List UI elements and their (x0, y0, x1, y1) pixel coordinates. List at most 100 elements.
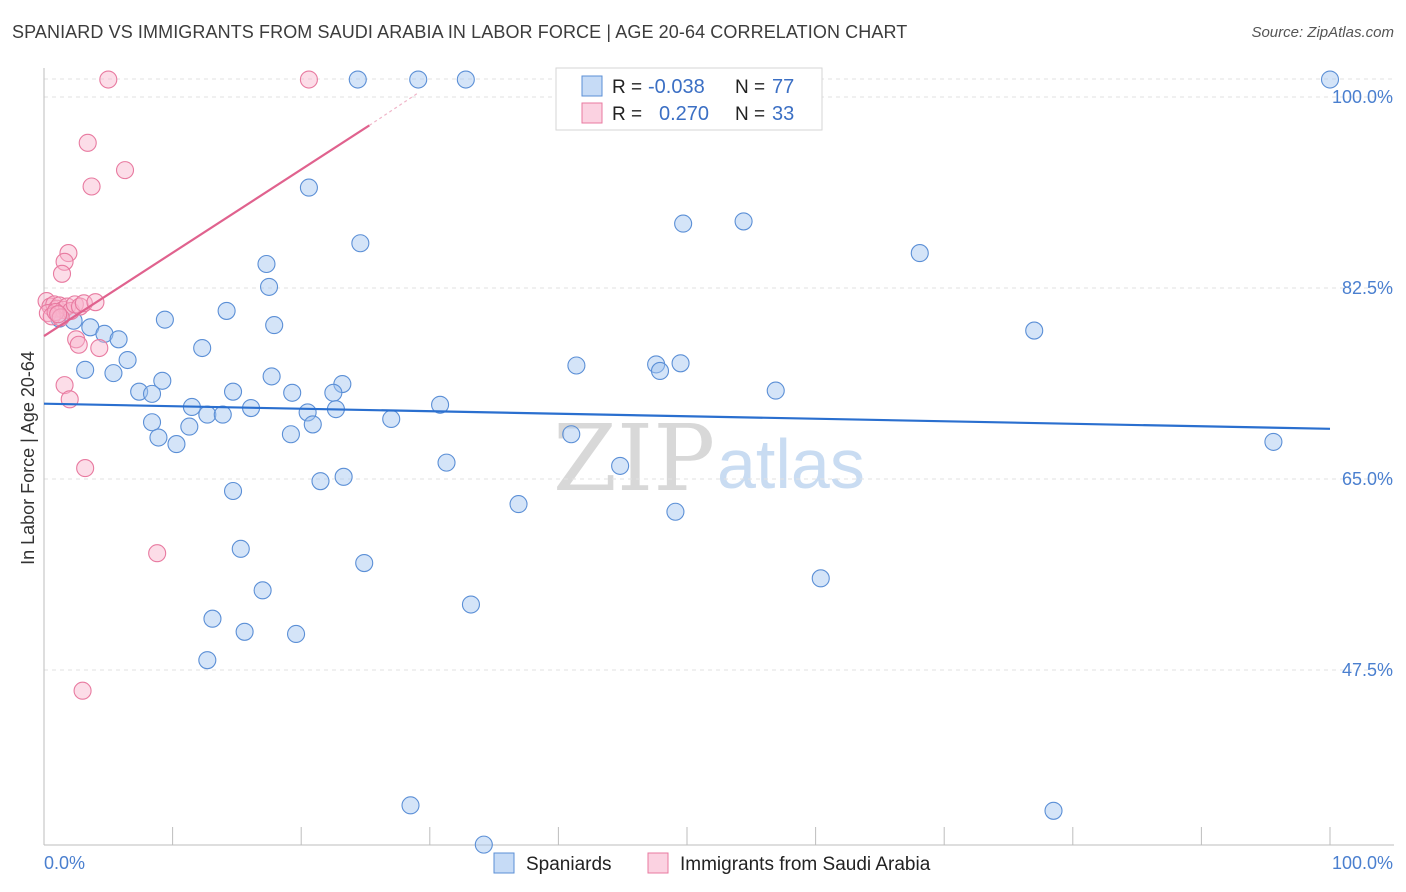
scatter-point (193, 338, 212, 358)
source-label: Source: ZipAtlas.com (1251, 24, 1394, 41)
scatter-point (287, 624, 306, 644)
scatter-point (562, 425, 581, 444)
x-tick-label-min: 0.0% (44, 853, 85, 873)
scatter-point (257, 254, 276, 274)
x-tick-label-max: 100.0% (1332, 853, 1393, 873)
scatter-point (148, 544, 167, 563)
scatter-point (351, 234, 370, 253)
legend-stats: R = -0.038 N = 77 R = 0.270 N = 33 (555, 67, 823, 131)
legend-r-value-1: -0.038 (648, 76, 705, 98)
scatter-point (115, 161, 135, 180)
legend-r-label-2: R = (612, 104, 642, 125)
y-tick-label: 47.5% (1342, 660, 1393, 680)
legend-series-swatch-saudi (647, 852, 669, 874)
series-spaniards (50, 70, 1340, 854)
scatter-point (99, 70, 118, 89)
watermark-atlas: atlas (717, 425, 865, 503)
scatter-point (509, 495, 528, 514)
x-axis-ticks (43, 827, 1331, 845)
scatter-point (409, 70, 428, 89)
scatter-point (69, 335, 88, 354)
legend-r-value-2: 0.270 (659, 103, 709, 125)
scatter-point (311, 472, 330, 491)
scatter-point (223, 382, 243, 401)
legend-series: Spaniards Immigrants from Saudi Arabia (493, 852, 931, 875)
legend-n-value-2: 33 (772, 103, 794, 125)
scatter-point (198, 651, 217, 670)
scatter-point (1044, 801, 1063, 820)
scatter-point (437, 453, 456, 472)
legend-swatch-blue (581, 75, 603, 97)
scatter-point (118, 350, 137, 370)
scatter-point (90, 338, 109, 358)
scatter-point (1320, 70, 1340, 89)
scatter-point (78, 133, 97, 152)
scatter-point (910, 244, 929, 263)
scatter-point (334, 467, 353, 486)
scatter-point (104, 364, 123, 383)
scatter-point (142, 413, 162, 432)
scatter-point (1264, 432, 1283, 451)
scatter-point (811, 569, 830, 588)
series-saudi-arabia (37, 70, 318, 700)
trend-lines (43, 93, 1331, 430)
scatter-point (180, 417, 199, 436)
scatter-point (52, 264, 72, 283)
scatter-point (73, 681, 92, 700)
legend-series-swatch-spaniards (493, 852, 515, 874)
scatter-point (671, 354, 690, 373)
scatter-point (456, 70, 475, 89)
scatter-point (46, 302, 65, 322)
scatter-point (76, 360, 95, 379)
scatter-point (611, 456, 630, 475)
gridlines (44, 78, 1394, 671)
scatter-point (461, 595, 481, 614)
scatter-point (650, 361, 670, 380)
scatter-point (217, 301, 236, 320)
scatter-point (766, 381, 785, 400)
scatter-point (355, 553, 374, 573)
scatter-point (382, 409, 401, 429)
watermark-zip: ZIP (553, 405, 715, 512)
scatter-point (198, 405, 217, 424)
scatter-point (348, 70, 367, 89)
scatter-point (281, 425, 300, 444)
legend-swatch-pink (581, 102, 603, 124)
legend-series-saudi: Immigrants from Saudi Arabia (680, 854, 931, 875)
scatter-point (299, 70, 318, 89)
scatter-point (49, 305, 68, 324)
scatter-point (213, 405, 232, 424)
scatter-point (203, 609, 222, 628)
scatter-point (55, 376, 74, 395)
scatter-point (299, 178, 318, 197)
legend-r-label-1: R = (612, 77, 642, 98)
scatter-point (142, 384, 162, 403)
y-tick-label: 100.0% (1332, 87, 1393, 107)
scatter-point (55, 252, 74, 271)
scatter-point (474, 835, 493, 854)
scatter-point (734, 212, 753, 231)
scatter-point (82, 177, 101, 196)
scatter-point (231, 539, 250, 558)
scatter-point (401, 796, 420, 815)
scatter-point (167, 435, 186, 454)
trend-line-spaniards (43, 402, 1331, 430)
y-tick-label: 82.5% (1342, 278, 1393, 298)
scatter-point (674, 214, 693, 233)
legend-series-spaniards: Spaniards (526, 854, 612, 875)
y-tick-label: 65.0% (1342, 469, 1393, 489)
scatter-point (265, 316, 284, 335)
scatter-point (303, 415, 322, 434)
trend-line-saudi (43, 124, 370, 337)
scatter-point (253, 581, 272, 600)
scatter-point (109, 330, 128, 349)
scatter-point (324, 383, 343, 402)
scatter-point (153, 371, 172, 390)
legend-n-label-1: N = (735, 77, 765, 98)
scatter-point (431, 395, 450, 414)
scatter-point (235, 622, 254, 641)
scatter-point (223, 481, 243, 501)
scatter-point (76, 459, 95, 478)
y-axis-label: In Labor Force | Age 20-64 (18, 351, 38, 565)
scatter-point (262, 367, 281, 386)
